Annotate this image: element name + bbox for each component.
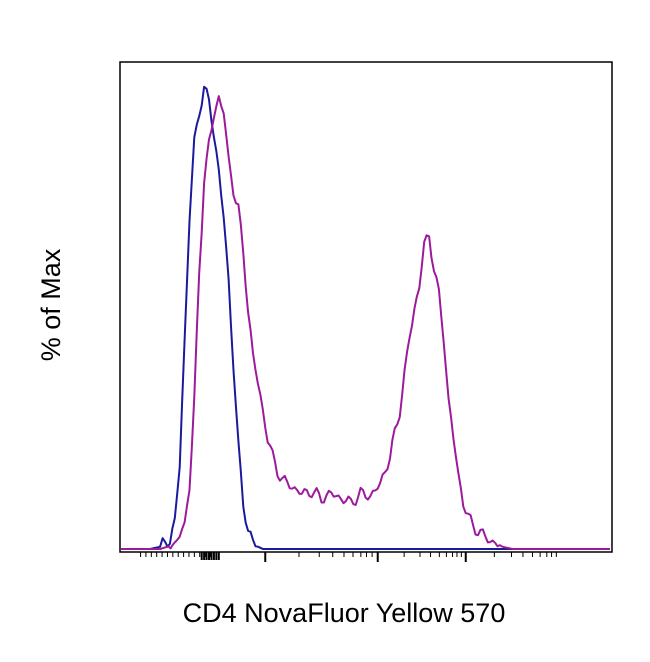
series-line-stained	[121, 95, 610, 550]
series-line-isotype	[121, 85, 610, 550]
x-axis-title: CD4 NovaFluor Yellow 570	[183, 598, 506, 628]
series-layer	[121, 85, 610, 550]
y-axis-title: % of Max	[36, 248, 66, 361]
x-axis-ticks	[140, 552, 557, 562]
